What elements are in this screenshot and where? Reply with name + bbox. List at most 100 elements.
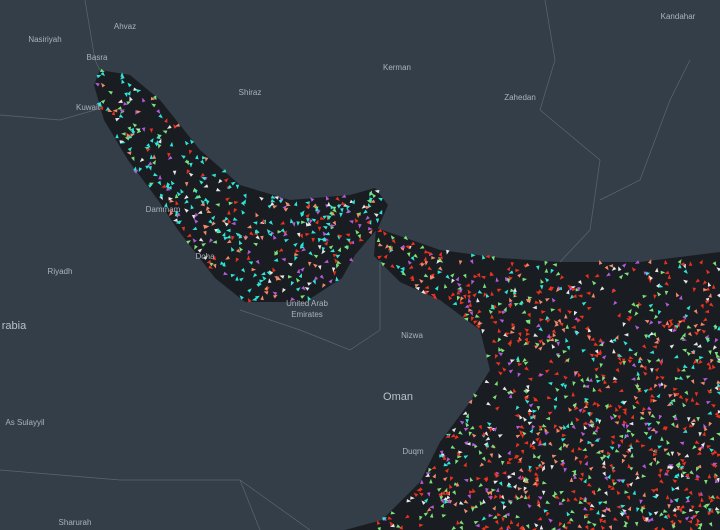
ship (494, 472, 499, 476)
ship (500, 348, 505, 353)
ship (498, 352, 503, 357)
ship (541, 310, 546, 314)
ship (587, 411, 591, 417)
ship (332, 254, 338, 258)
ship (345, 238, 351, 243)
ship (216, 228, 222, 232)
ship (506, 278, 511, 284)
ship (489, 453, 494, 458)
ship (653, 340, 659, 344)
ship (282, 288, 286, 293)
ship (648, 308, 654, 312)
ship (664, 281, 669, 286)
ship (475, 325, 481, 329)
ship (108, 90, 113, 95)
ship (619, 512, 625, 517)
ship (525, 340, 530, 346)
ship (620, 510, 625, 516)
ship (608, 264, 614, 268)
ship (525, 263, 530, 268)
ship (157, 134, 162, 138)
ship (290, 281, 295, 286)
ship (647, 422, 652, 427)
ship (283, 207, 289, 212)
ship (173, 124, 178, 129)
ship (689, 508, 694, 512)
ship-markers (95, 68, 720, 530)
ship (663, 509, 668, 513)
ship (661, 527, 666, 530)
ship (712, 462, 718, 467)
ship (652, 452, 658, 457)
ship (481, 456, 486, 462)
ship (573, 403, 577, 409)
ship (470, 316, 475, 322)
ship (609, 463, 613, 469)
ship (539, 318, 544, 322)
ship (700, 497, 704, 502)
ship (407, 260, 412, 265)
ship (683, 279, 688, 284)
ship (648, 517, 654, 521)
ship (341, 194, 347, 198)
ship (427, 266, 433, 271)
ship (682, 471, 687, 475)
ship (514, 413, 520, 418)
ship (306, 218, 310, 223)
ship (482, 254, 486, 260)
ship (168, 197, 174, 201)
ship (419, 245, 425, 249)
ship (494, 354, 499, 359)
ship (640, 416, 645, 420)
ship (657, 291, 662, 297)
ship (495, 362, 501, 366)
ship (460, 296, 464, 302)
ship (221, 169, 227, 173)
ship (456, 520, 460, 525)
ship (389, 246, 393, 251)
ship (294, 252, 299, 257)
ship (157, 138, 162, 144)
ship (279, 196, 284, 202)
ship (332, 220, 337, 226)
ship (473, 504, 478, 509)
ship (148, 165, 152, 171)
ship (526, 332, 531, 336)
ship (317, 237, 322, 243)
ship (698, 492, 702, 497)
ship (475, 314, 480, 318)
ship (671, 524, 676, 529)
ship (682, 348, 687, 353)
ship (437, 256, 443, 260)
ship (536, 406, 541, 411)
ship (539, 525, 544, 530)
ship (641, 407, 646, 412)
ship (557, 308, 561, 313)
ship (489, 427, 493, 433)
ship (307, 295, 312, 301)
ship (508, 393, 513, 399)
ship (667, 504, 671, 509)
ship (591, 357, 595, 363)
ship (550, 308, 556, 312)
ship (483, 476, 489, 480)
ship (696, 466, 700, 472)
ship (481, 329, 485, 334)
ship (132, 123, 138, 128)
ship (610, 415, 615, 421)
ship (609, 446, 615, 451)
ship (685, 398, 689, 404)
ship (674, 497, 679, 503)
ship (577, 524, 583, 529)
ship (317, 245, 322, 250)
ship (414, 284, 420, 288)
ship (455, 482, 460, 487)
ship (670, 498, 674, 504)
ship (601, 355, 607, 360)
ship (695, 401, 701, 406)
ship (495, 277, 499, 282)
ship (669, 344, 675, 349)
ship (501, 310, 507, 315)
ship (523, 490, 529, 495)
ship (546, 319, 551, 323)
